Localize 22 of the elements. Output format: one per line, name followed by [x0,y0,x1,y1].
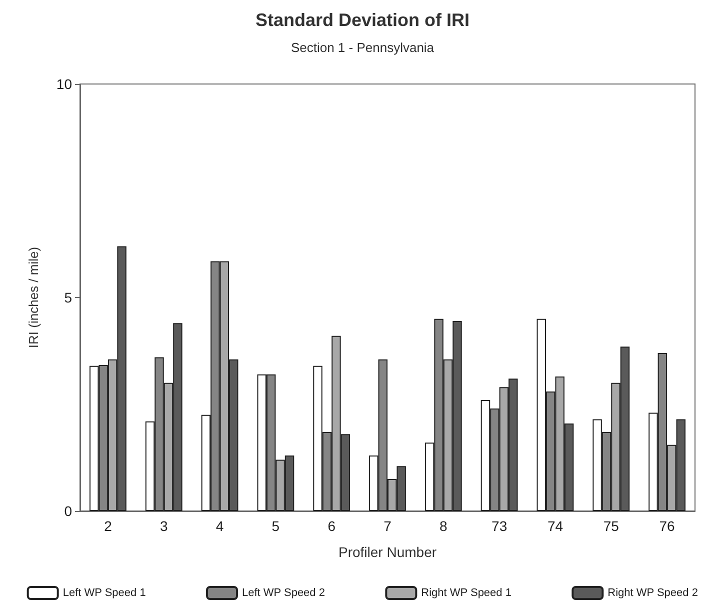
x-tick-label: 3 [160,518,168,534]
x-tick-label: 75 [603,518,620,534]
y-tick-label: 5 [64,290,72,306]
legend-label: Right WP Speed 2 [608,587,698,599]
x-tick-label: 4 [216,518,224,534]
legend-label: Left WP Speed 2 [242,587,325,599]
legend-label: Left WP Speed 1 [62,587,146,599]
chart-subtitle: Section 1 - Pennsylvania [290,40,435,55]
y-tick-label: 10 [56,76,72,92]
x-axis-title: Profiler Number [338,544,437,560]
y-axis-title: IRI (inches / mile) [26,246,41,348]
y-tick-label: 0 [64,503,72,519]
x-tick-label: 7 [384,518,392,534]
legend-label: Right WP Speed 1 [421,587,512,599]
x-tick-label: 2 [104,518,112,534]
chart-title: Standard Deviation of IRI [255,10,470,30]
x-tick-label: 6 [328,518,336,534]
x-tick-label: 8 [440,518,448,534]
x-tick-label: 73 [492,518,508,534]
x-tick-label: 5 [272,518,280,534]
x-tick-label: 76 [659,518,676,534]
x-tick-label: 74 [547,518,564,534]
